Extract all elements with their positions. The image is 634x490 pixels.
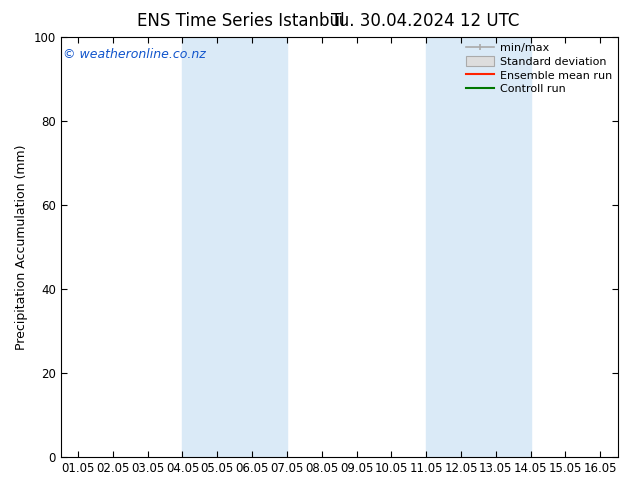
Bar [183,37,287,457]
Bar [426,37,531,457]
Y-axis label: Precipitation Accumulation (mm): Precipitation Accumulation (mm) [15,145,28,350]
Text: © weatheronline.co.nz: © weatheronline.co.nz [63,48,206,61]
Legend: min/max, Standard deviation, Ensemble mean run, Controll run: min/max, Standard deviation, Ensemble me… [463,39,616,98]
Text: ENS Time Series Istanbul: ENS Time Series Istanbul [137,12,345,30]
Text: Tu. 30.04.2024 12 UTC: Tu. 30.04.2024 12 UTC [330,12,519,30]
